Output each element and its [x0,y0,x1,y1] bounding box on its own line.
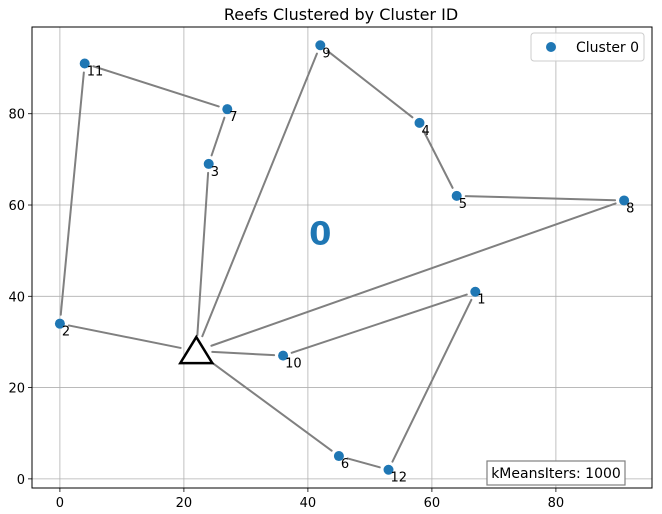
point-label: 2 [62,325,70,340]
cluster-labels: 0 [309,214,331,252]
y-tick-label: 20 [8,382,25,397]
data-point [222,104,233,115]
route-segment [326,49,414,119]
data-point [278,350,289,361]
data-point [383,464,394,475]
iterations-box: kMeansIters: 1000 [486,460,626,486]
plot-frame [31,26,653,489]
data-point [315,40,326,51]
legend-marker [546,42,556,52]
y-tick-label: 80 [8,108,25,123]
depot [178,334,215,365]
route-segment [201,52,318,338]
route-segment [67,324,182,349]
route-segment [208,359,333,452]
data-point [54,318,65,329]
route-segment [422,129,454,189]
y-tick-label: 40 [8,290,25,305]
point-label: 8 [626,201,634,216]
legend-frame [530,32,645,62]
point-label: 4 [422,124,430,139]
x-tick-label: 40 [300,496,317,511]
data-point [333,451,344,462]
y-tick-label: 0 [17,473,25,488]
iterations-box-text: kMeansIters: 1000 [491,466,621,482]
chart-title: Reefs Clustered by Cluster ID [224,5,458,24]
legend: Cluster 0 [530,32,645,62]
point-label: 10 [285,357,302,372]
data-point [203,158,214,169]
x-tick-label: 0 [56,496,64,511]
data-point [451,190,462,201]
route-segment [210,202,617,347]
route-segment [464,195,617,202]
route-segment [92,65,220,108]
data-point [470,286,481,297]
y-tick-label: 60 [8,199,25,214]
route-segment [211,350,276,357]
point-label: 9 [322,46,330,61]
route-segment [196,171,210,337]
route-segment [210,116,226,157]
x-tick-label: 80 [548,496,565,511]
legend-label: Cluster 0 [576,40,639,56]
route-segment [346,457,381,469]
grid [32,27,652,488]
routes [59,49,617,469]
x-tick-label: 20 [176,496,193,511]
route-segment [290,293,468,354]
route-segment [59,71,85,316]
point-label: 7 [229,110,237,125]
data-point [619,195,630,206]
point-label: 5 [459,197,467,212]
point-label: 1 [477,293,485,308]
iterations-box-frame [486,460,626,486]
point-label: 3 [211,165,219,180]
data-point [79,58,90,69]
point-label: 12 [391,471,408,486]
data-point [414,117,425,128]
x-tick-label: 60 [424,496,441,511]
point-label: 6 [341,457,349,472]
point-label: 11 [87,65,104,80]
route-segment [391,298,473,463]
depot-marker [178,334,215,365]
cluster-label: 0 [309,214,331,252]
